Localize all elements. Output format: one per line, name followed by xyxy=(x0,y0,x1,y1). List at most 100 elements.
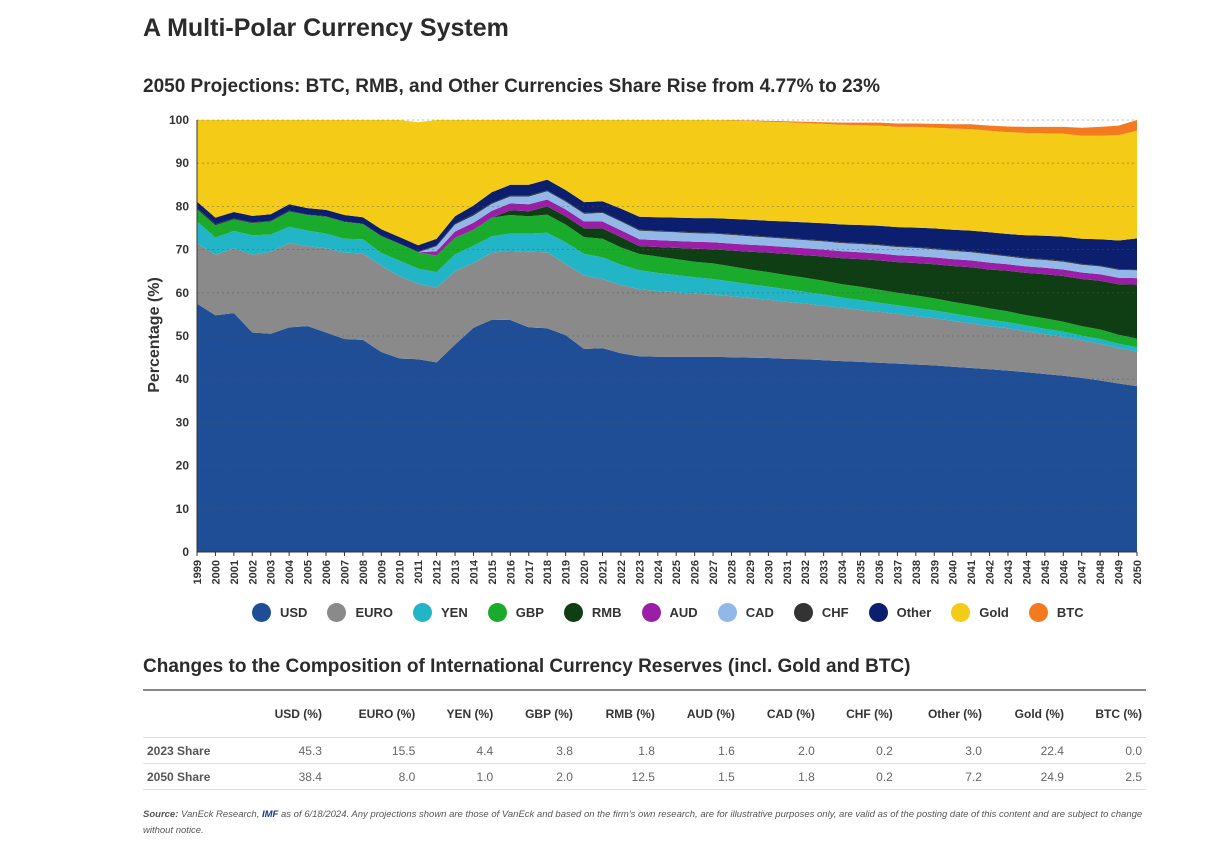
legend-swatch xyxy=(951,603,971,622)
area-aud xyxy=(197,199,1137,285)
y-axis-label: Percentage (%) xyxy=(146,277,163,393)
table-cell: 3.8 xyxy=(497,737,577,764)
reserves-table: USD (%) EURO (%) YEN (%) GBP (%) RMB (%) AUD … xyxy=(143,689,1146,790)
x-tick-label: 2020 xyxy=(579,560,591,584)
table-header-cell: Gold (%) xyxy=(1014,707,1064,721)
x-tick-label: 2016 xyxy=(505,560,517,584)
y-tick-label: 20 xyxy=(176,459,190,473)
imf-link[interactable]: IMF xyxy=(261,809,279,820)
chart-title: 2050 Projections: BTC, RMB, and Other Cu… xyxy=(143,76,881,97)
legend-label: Other xyxy=(896,605,932,620)
x-tick-label: 2011 xyxy=(413,560,425,584)
table-cell: 15.5 xyxy=(325,737,420,764)
x-tick-label: 2000 xyxy=(210,560,222,584)
legend-item-chf[interactable]: CHF xyxy=(793,603,849,622)
x-tick-label: 2023 xyxy=(634,560,646,584)
x-tick-label: 2027 xyxy=(708,560,720,584)
x-tick-label: 2021 xyxy=(597,560,609,584)
area-layers xyxy=(197,120,1137,552)
table-cell: 1.5 xyxy=(658,763,739,790)
legend-item-gbp[interactable]: GBP xyxy=(487,603,544,622)
x-tick-label: 1999 xyxy=(192,560,204,584)
legend-label: USD xyxy=(280,605,308,620)
source-text-a: VanEck Research, xyxy=(178,809,262,820)
legend-item-other[interactable]: Other xyxy=(868,603,932,622)
x-tick-label: 2042 xyxy=(985,560,997,584)
legend-item-btc[interactable]: BTC xyxy=(1028,603,1084,622)
legend-label: EURO xyxy=(355,605,394,620)
legend-swatch xyxy=(641,603,661,622)
x-tick-label: 2006 xyxy=(321,560,333,584)
table-header-cell: CAD (%) xyxy=(766,707,815,721)
legend-item-rmb[interactable]: RMB xyxy=(563,603,622,622)
legend-label: CAD xyxy=(745,605,774,620)
table-header-cell: EURO (%) xyxy=(358,707,416,721)
x-tick-label: 2046 xyxy=(1058,560,1070,584)
table-cell: 2.0 xyxy=(738,737,819,764)
x-tick-label: 2007 xyxy=(339,560,351,584)
x-tick-label: 2028 xyxy=(727,560,739,584)
row-label: 2050 Share xyxy=(143,763,247,790)
legend-swatch xyxy=(563,603,583,622)
table-header-cell: AUD (%) xyxy=(686,707,735,721)
legend-swatch xyxy=(1028,603,1048,622)
x-tick-label: 2044 xyxy=(1021,559,1033,584)
table-body: 2023 Share 45.3 15.5 4.4 3.8 1.8 1.6 2.0 0.2 3.0 2… xyxy=(143,737,1146,790)
source-label: Source: xyxy=(143,809,179,820)
table-cell: 12.5 xyxy=(576,763,659,790)
area-other xyxy=(197,179,1137,270)
table-cell: 38.4 xyxy=(247,763,326,790)
gridlines xyxy=(197,119,1137,510)
x-tick-label: 2050 xyxy=(1132,560,1144,584)
legend-swatch xyxy=(413,603,433,622)
table-header-cell: GBP (%) xyxy=(525,707,573,721)
table-cell: 1.0 xyxy=(419,763,498,790)
legend-swatch xyxy=(327,603,347,622)
legend-item-usd[interactable]: USD xyxy=(252,603,307,622)
y-tick-label: 50 xyxy=(176,329,190,343)
source-text-b: as of 6/18/2024. Any projections shown a… xyxy=(143,809,1143,836)
legend-item-aud[interactable]: AUD xyxy=(641,603,698,622)
table-cell: 1.6 xyxy=(658,737,739,764)
x-tick-label: 2045 xyxy=(1040,560,1052,584)
area-btc xyxy=(197,120,1137,136)
legend-swatch xyxy=(717,603,737,622)
legend-label: AUD xyxy=(669,605,698,620)
legend-swatch xyxy=(793,603,813,622)
legend-label: YEN xyxy=(441,605,468,620)
table-header-cell: USD (%) xyxy=(274,707,322,721)
legend-item-cad[interactable]: CAD xyxy=(717,603,774,622)
table-cell: 1.8 xyxy=(576,737,659,764)
x-tick-label: 2025 xyxy=(671,560,683,584)
area-cad xyxy=(197,191,1137,279)
x-tick-label: 2039 xyxy=(929,560,941,584)
legend-item-euro[interactable]: EURO xyxy=(327,603,393,622)
table-cell: 4.4 xyxy=(419,737,498,764)
source-note: Source: VanEck Research, IMF as of 6/18/… xyxy=(143,807,1153,839)
x-tick-label: 2041 xyxy=(966,560,978,584)
table-cell: 3.0 xyxy=(896,737,986,764)
x-tick-label: 2043 xyxy=(1003,560,1015,584)
legend-item-gold[interactable]: Gold xyxy=(951,603,1009,622)
y-tick-label: 80 xyxy=(176,199,190,213)
x-tick-label: 2002 xyxy=(247,560,259,584)
table-cell: 0.2 xyxy=(818,763,897,790)
x-axis: 1999 2000 2001 2002 2003 2004 2005 2006 2007 2008… xyxy=(192,551,1144,584)
page-title: A Multi-Polar Currency System xyxy=(143,14,509,42)
x-tick-label: 2024 xyxy=(653,559,665,584)
table-cell: 22.4 xyxy=(985,737,1068,764)
x-tick-label: 2047 xyxy=(1077,560,1089,584)
x-tick-label: 2010 xyxy=(395,560,407,584)
table-cell: 1.8 xyxy=(738,763,819,790)
legend-label: BTC xyxy=(1056,605,1084,620)
table-cell: 7.2 xyxy=(896,763,986,790)
area-euro xyxy=(197,243,1137,387)
table-cell: 0.0 xyxy=(1067,737,1146,764)
y-tick-label: 70 xyxy=(176,243,190,257)
x-tick-label: 2019 xyxy=(561,560,573,584)
area-gbp xyxy=(197,209,1137,348)
x-tick-label: 2022 xyxy=(616,560,628,584)
table-title: Changes to the Composition of Internatio… xyxy=(143,656,911,677)
legend-item-yen[interactable]: YEN xyxy=(413,603,468,622)
